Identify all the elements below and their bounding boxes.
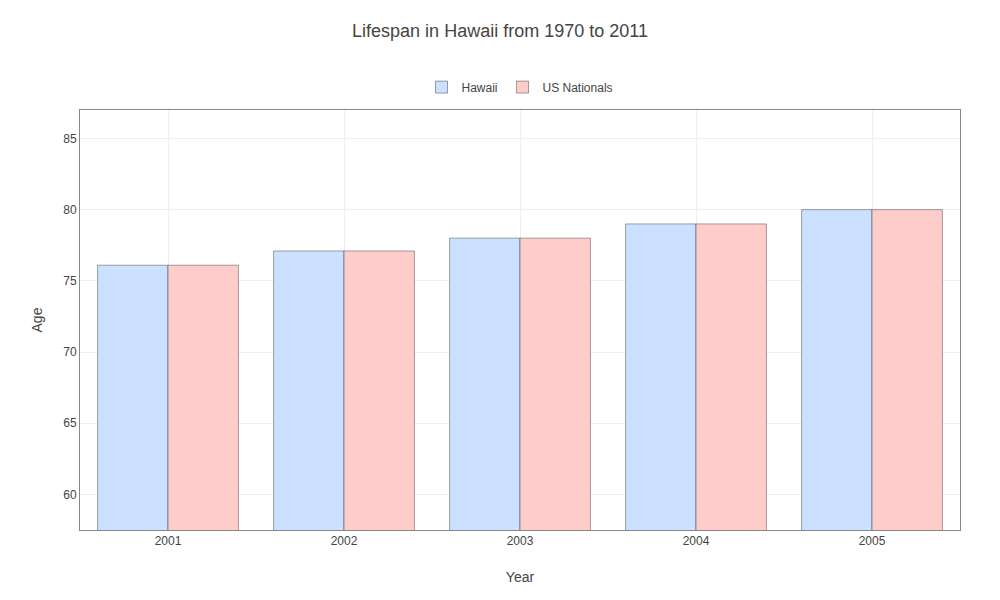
svg-text:75: 75 [63,274,77,288]
svg-text:Year: Year [506,569,535,585]
svg-text:70: 70 [63,345,77,359]
svg-text:80: 80 [63,203,77,217]
svg-text:Age: Age [29,307,45,332]
svg-text:Hawaii: Hawaii [462,81,498,95]
svg-text:2001: 2001 [155,534,182,548]
svg-text:85: 85 [63,132,77,146]
svg-text:2004: 2004 [683,534,710,548]
svg-text:2005: 2005 [859,534,886,548]
svg-text:Lifespan in Hawaii from 1970 t: Lifespan in Hawaii from 1970 to 2011 [352,21,648,41]
svg-text:65: 65 [63,416,77,430]
svg-text:2003: 2003 [507,534,534,548]
svg-text:60: 60 [63,488,77,502]
svg-text:2002: 2002 [331,534,358,548]
svg-text:US Nationals: US Nationals [543,81,613,95]
